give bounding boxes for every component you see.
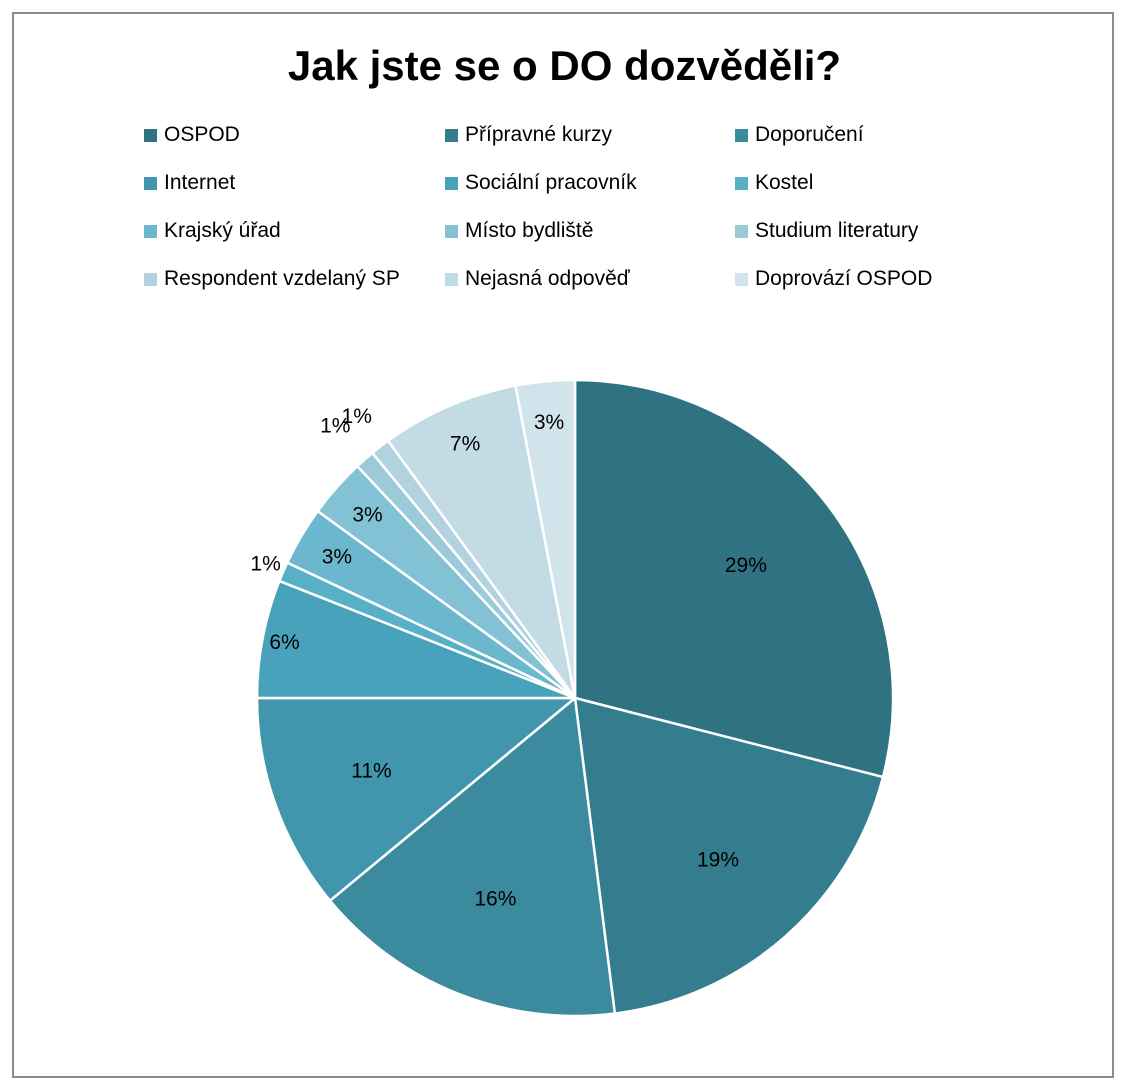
pie-slice — [386, 384, 577, 700]
data-label: 16% — [474, 888, 516, 911]
data-label: 19% — [697, 849, 739, 872]
data-label: 1% — [250, 553, 280, 576]
pie-slice — [514, 378, 577, 700]
data-label: 1% — [320, 415, 350, 438]
pie-slice — [255, 696, 577, 902]
data-label: 6% — [269, 631, 299, 654]
data-label: 29% — [725, 554, 767, 577]
data-label: 3% — [352, 504, 382, 527]
chart-title: Jak jste se o DO dozvěděli? — [287, 42, 842, 89]
pie-slice — [573, 378, 895, 779]
pie-slice — [328, 696, 617, 1018]
data-label: 1% — [342, 405, 372, 428]
data-label: 7% — [450, 433, 480, 456]
data-label: 3% — [534, 411, 564, 434]
data-label: 11% — [351, 760, 391, 783]
pie-slice — [255, 579, 577, 700]
data-label: 3% — [322, 546, 352, 569]
pie-slice — [573, 696, 885, 1015]
